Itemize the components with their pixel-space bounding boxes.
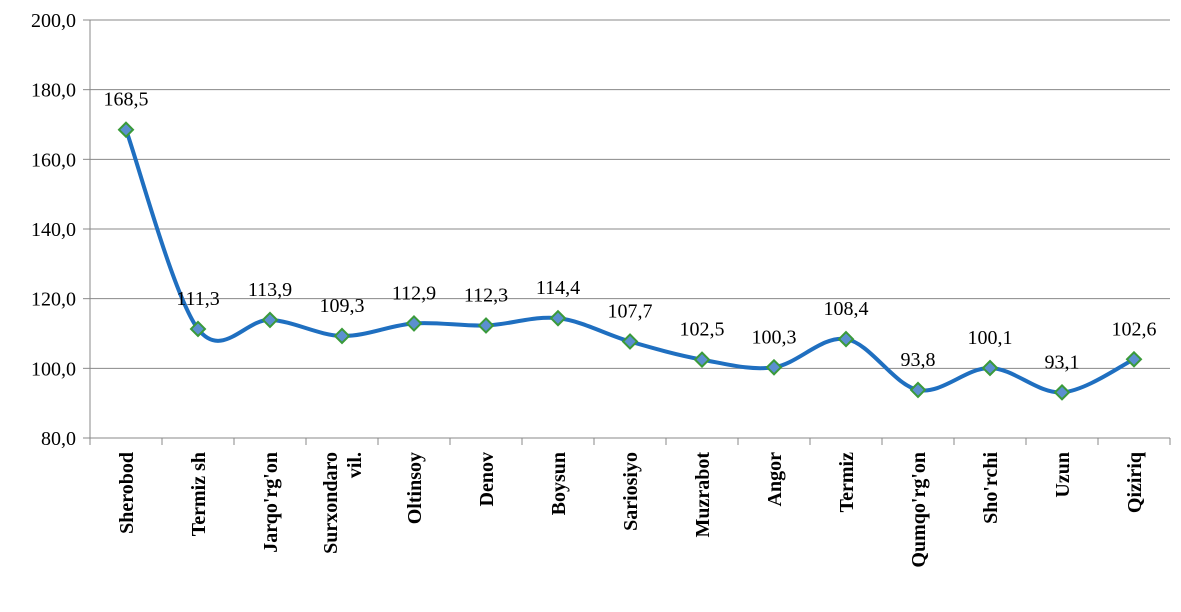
x-category-label-line: Sho'rchi [980, 452, 1002, 524]
x-category-label: Sariosiyo [620, 452, 642, 531]
y-tick-label: 160,0 [31, 149, 76, 171]
x-category-label-line: Uzun [1052, 452, 1074, 498]
data-label: 100,1 [968, 327, 1013, 349]
data-point-marker [765, 358, 783, 376]
y-tick-label: 200,0 [31, 10, 76, 32]
x-category-label-line: Termiz [836, 452, 858, 512]
x-category-label: Qumqo'rg'on [908, 452, 930, 568]
data-label: 113,9 [248, 279, 292, 301]
x-category-label-line: Termiz sh [188, 452, 210, 536]
data-point-marker [477, 317, 495, 334]
x-category-label-line: Sherobod [116, 452, 138, 534]
y-tick-label: 180,0 [31, 80, 76, 102]
x-category-label-line: Oltinsoy [404, 452, 426, 524]
data-point-marker [837, 330, 855, 348]
x-category-label: Jarqo'rg'on [260, 452, 282, 553]
data-label: 112,9 [392, 282, 436, 304]
x-category-label-line: Qumqo'rg'on [908, 452, 930, 568]
data-point-marker [405, 314, 423, 332]
x-category-label: Surxondaro vil. [320, 452, 366, 554]
y-tick-label: 80,0 [41, 428, 76, 450]
x-category-label-line: Jarqo'rg'on [260, 452, 282, 553]
x-category-label: Uzun [1052, 452, 1074, 498]
data-point-marker [621, 333, 639, 350]
x-category-label-line: vil. [344, 452, 366, 478]
data-label: 93,8 [901, 349, 936, 371]
x-category-label: Boysun [548, 452, 570, 515]
x-category-label-line: Muzrabot [692, 452, 714, 538]
data-point-marker [549, 309, 567, 327]
x-category-label: Termiz sh [188, 452, 210, 536]
data-label: 102,5 [680, 319, 725, 341]
data-label: 108,4 [824, 298, 869, 320]
x-category-label: Qiziriq [1124, 452, 1146, 513]
data-point-marker [333, 327, 351, 345]
y-tick-label: 140,0 [31, 219, 76, 241]
x-category-label: Angor [764, 452, 786, 507]
data-label: 93,1 [1045, 351, 1080, 373]
y-tick-label: 100,0 [31, 358, 76, 380]
x-category-label: Oltinsoy [404, 452, 426, 524]
x-category-label-line: Boysun [548, 452, 570, 515]
x-category-label-line: Angor [764, 452, 786, 507]
x-category-label: Denov [476, 452, 498, 506]
data-label: 114,4 [536, 277, 580, 299]
data-label: 107,7 [608, 301, 653, 323]
data-point-marker [981, 359, 999, 377]
y-tick-label: 120,0 [31, 289, 76, 311]
x-category-label: Sherobod [116, 452, 138, 534]
x-category-label-line: Denov [476, 452, 498, 506]
x-category-label-line: Surxondaro [320, 452, 342, 554]
data-label: 102,6 [1112, 318, 1157, 340]
data-point-marker [693, 351, 711, 369]
x-category-label-line: Qiziriq [1124, 452, 1146, 513]
data-label: 100,3 [752, 326, 797, 348]
data-label: 111,3 [176, 288, 220, 310]
data-label: 168,5 [104, 89, 149, 111]
data-point-marker [909, 381, 927, 399]
data-point-marker [261, 311, 279, 329]
data-point-marker [189, 320, 207, 338]
data-label: 112,3 [464, 284, 508, 306]
data-point-marker [1053, 383, 1071, 401]
data-point-marker [1125, 350, 1143, 368]
data-point-marker [117, 121, 135, 139]
series-line [124, 129, 1135, 395]
x-category-label: Muzrabot [692, 452, 714, 538]
data-label: 109,3 [320, 295, 365, 317]
x-category-label-line: Sariosiyo [620, 452, 642, 531]
x-category-label: Sho'rchi [980, 452, 1002, 524]
x-category-label: Termiz [836, 452, 858, 512]
